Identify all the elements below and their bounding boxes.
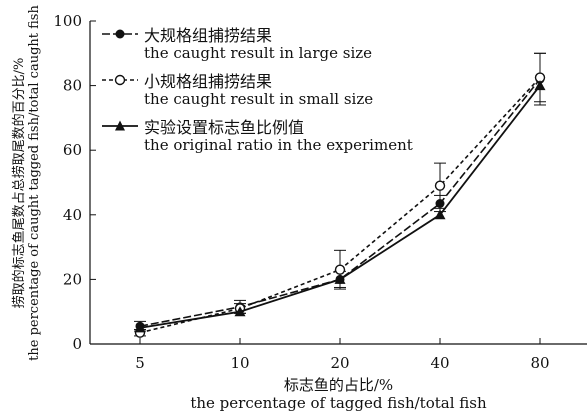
legend-label-original-cn: 实验设置标志鱼比例值 (144, 118, 305, 137)
x-axis-title-cn: 标志鱼的占比/% (283, 376, 394, 394)
point-original (234, 306, 246, 317)
legend-symbol-large (102, 29, 138, 39)
legend-item-original: 实验设置标志鱼比例值 the original ratio in the exp… (100, 114, 440, 160)
y-tick-label: 60 (63, 141, 82, 159)
x-tick-label: 20 (330, 354, 349, 372)
y-tick-label: 40 (63, 206, 82, 224)
x-tick-label: 80 (530, 354, 549, 372)
point-original (334, 273, 346, 284)
point-small (334, 264, 346, 275)
x-tick-label: 40 (430, 354, 449, 372)
legend: 大规格组捕捞结果 the caught result in large size… (100, 22, 440, 160)
legend-item-large: 大规格组捕捞结果 the caught result in large size (100, 22, 440, 68)
y-tick-label: 100 (53, 12, 82, 30)
x-tick-label: 5 (135, 354, 145, 372)
legend-label-large-en: the caught result in large size (144, 44, 373, 62)
point-small (434, 180, 446, 191)
y-axis-title-en: the percentage of caught tagged fish/tot… (27, 5, 42, 361)
legend-label-large-cn: 大规格组捕捞结果 (144, 26, 273, 45)
x-axis-title-en: the percentage of tagged fish/total fish (190, 394, 487, 412)
point-original (134, 322, 146, 333)
legend-item-small: 小规格组捕捞结果 the caught result in small size (100, 68, 440, 114)
x-tick-label: 10 (230, 354, 249, 372)
y-axis-title-cn: 捞取的标志鱼尾数占总捞取尾数的百分比/% (12, 57, 27, 309)
legend-symbol-original (102, 120, 138, 131)
point-original (434, 209, 446, 220)
legend-symbol-small (102, 74, 138, 86)
legend-label-small-cn: 小规格组捕捞结果 (144, 72, 273, 91)
y-tick-label: 80 (63, 77, 82, 95)
legend-label-small-en: the caught result in small size (144, 90, 374, 108)
y-tick-label: 0 (72, 335, 82, 353)
legend-label-original-en: the original ratio in the experiment (144, 136, 413, 154)
point-original (534, 80, 546, 91)
y-tick-label: 20 (63, 270, 82, 288)
